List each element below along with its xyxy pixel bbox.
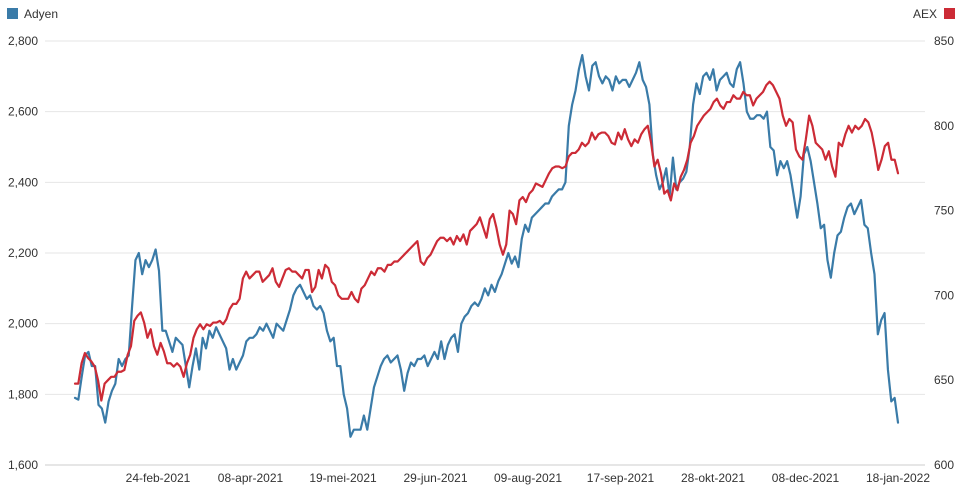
- y-left-tick-label: 1,800: [8, 387, 38, 401]
- gridlines: [45, 40, 925, 466]
- y-right-tick-label: 800: [934, 119, 954, 133]
- series-lines: [73, 54, 900, 438]
- x-tick-label: 18-jan-2022: [866, 471, 930, 485]
- legend: Adyen AEX: [7, 7, 955, 21]
- axes: 1,600 1,800 2,000 2,200 2,400 2,600 2,800 600 65…: [8, 34, 954, 485]
- series-line-adyen: [73, 54, 900, 438]
- legend-swatch-adyen: [7, 8, 18, 19]
- y-left-tick-label: 2,600: [8, 105, 38, 119]
- x-tick-label: 28-okt-2021: [681, 471, 745, 485]
- y-right-tick-label: 750: [934, 204, 954, 218]
- series-line-aex: [73, 80, 900, 402]
- x-tick-label: 29-jun-2021: [403, 471, 467, 485]
- x-tick-label: 08-apr-2021: [218, 471, 284, 485]
- x-tick-label: 24-feb-2021: [126, 471, 191, 485]
- legend-label-aex: AEX: [913, 7, 937, 21]
- x-tick-label: 17-sep-2021: [587, 471, 655, 485]
- x-tick-label: 19-mei-2021: [309, 471, 377, 485]
- legend-label-adyen: Adyen: [24, 7, 58, 21]
- legend-swatch-aex: [944, 8, 955, 19]
- y-left-tick-label: 2,000: [8, 317, 38, 331]
- y-right-tick-label: 850: [934, 34, 954, 48]
- y-right-tick-label: 600: [934, 458, 954, 472]
- y-left-tick-label: 2,400: [8, 175, 38, 189]
- y-left-tick-label: 2,200: [8, 246, 38, 260]
- y-left-tick-label: 2,800: [8, 34, 38, 48]
- x-tick-label: 08-dec-2021: [772, 471, 840, 485]
- y-left-tick-label: 1,600: [8, 458, 38, 472]
- y-right-tick-label: 650: [934, 373, 954, 387]
- y-right-tick-label: 700: [934, 288, 954, 302]
- x-tick-label: 09-aug-2021: [494, 471, 562, 485]
